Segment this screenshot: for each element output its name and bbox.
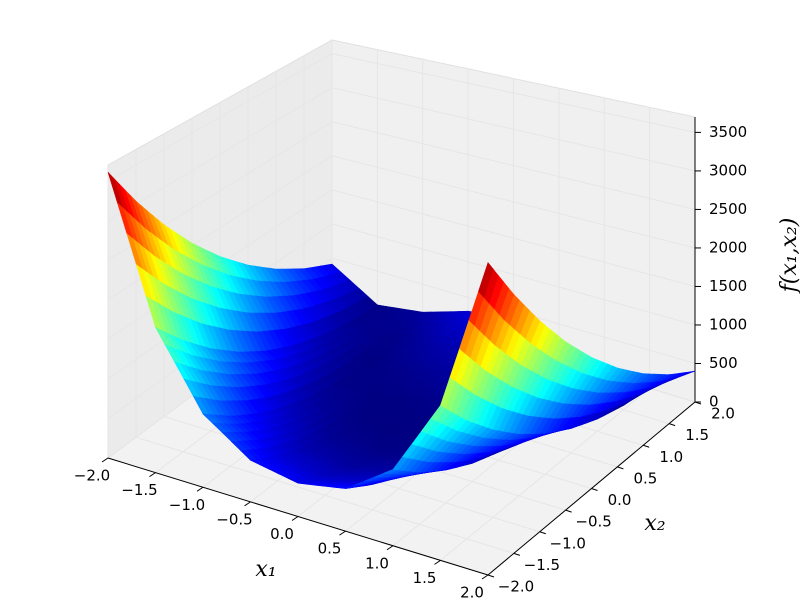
grid-line	[331, 223, 696, 326]
x-tick	[244, 501, 251, 507]
y-tick	[487, 574, 495, 578]
y-tick-label: 2.0	[711, 405, 735, 423]
x-tick-label: 1.0	[365, 554, 389, 572]
z-tick-label: 3500	[709, 123, 747, 141]
z-axis-label: f(x₁,x₂)	[777, 218, 800, 295]
grid-line	[107, 87, 333, 221]
y-tick	[617, 466, 624, 470]
axes: −2.0−1.5−1.0−0.50.00.51.01.52.0 −2.0−1.5−…	[74, 117, 747, 600]
x-tick-label: 0.0	[270, 525, 294, 543]
axis-line	[487, 401, 696, 576]
y-tick-label: 0.0	[608, 491, 632, 509]
x-tick	[149, 472, 156, 478]
y-tick-label: −0.5	[575, 513, 611, 531]
grid-line	[331, 189, 696, 287]
y-tick-label: 1.5	[685, 426, 709, 444]
z-tick-label: 3000	[709, 161, 747, 179]
y-tick-label: −1.0	[550, 534, 586, 552]
x-tick	[339, 530, 346, 536]
x-tick	[481, 574, 489, 580]
y-tick	[565, 509, 572, 513]
z-tick-label: 1000	[709, 315, 747, 333]
x-tick-label: −2.0	[74, 467, 110, 485]
x-tick-label: −1.0	[169, 496, 205, 514]
y-tick	[668, 423, 676, 427]
y-tick	[513, 552, 521, 556]
x-tick	[434, 559, 441, 565]
surface-patch	[478, 261, 494, 298]
x-tick-label: −0.5	[216, 510, 252, 528]
surface	[107, 171, 696, 489]
z-tick-label: 500	[709, 354, 738, 372]
z-tick-label: 2000	[709, 238, 747, 256]
y-tick	[643, 444, 650, 448]
x-tick	[196, 486, 204, 492]
y-tick	[539, 531, 546, 535]
grid-line	[135, 436, 515, 554]
axis-line	[107, 457, 489, 576]
z-tick-label: 0	[709, 393, 719, 411]
x-tick-label: −1.5	[121, 481, 157, 499]
x-axis-label: x₁	[255, 557, 276, 582]
y-tick	[591, 488, 598, 491]
y-tick-label: 1.0	[659, 448, 683, 466]
grid-line	[331, 121, 696, 210]
x-tick	[101, 457, 109, 463]
x-tick	[386, 545, 394, 551]
grid-line	[331, 155, 696, 249]
y-axis-label: x₂	[644, 511, 665, 536]
x-tick-label: 0.5	[318, 540, 342, 558]
y-tick-label: 0.5	[633, 469, 657, 487]
y-tick-label: −2.0	[498, 578, 534, 596]
x-tick-label: 2.0	[460, 584, 484, 600]
y-tick-label: −1.5	[524, 556, 560, 574]
z-tick-label: 2500	[709, 200, 747, 218]
grid-line	[331, 87, 696, 172]
x-tick	[291, 516, 299, 521]
grid-line	[331, 53, 696, 133]
x-tick-label: 1.5	[413, 569, 437, 587]
grid-line	[107, 53, 333, 182]
z-tick-label: 1500	[709, 277, 747, 295]
